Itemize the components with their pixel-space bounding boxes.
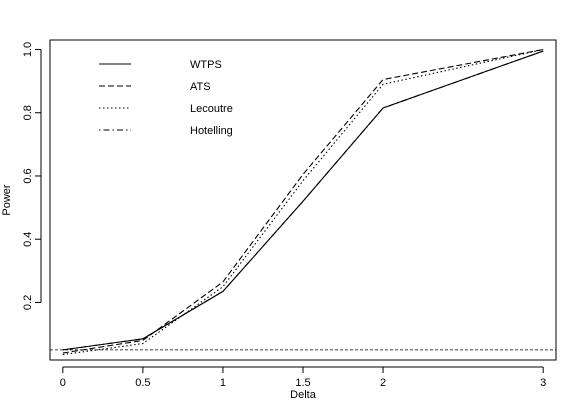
legend-label-lecoutre: Lecoutre xyxy=(190,103,233,115)
series-line-hotelling xyxy=(62,50,544,351)
legend-label-wtps: WTPS xyxy=(190,59,222,71)
series-line-wtps xyxy=(62,50,544,351)
series-line-ats xyxy=(62,48,544,354)
x-tick-label: 1 xyxy=(220,377,226,389)
x-tick-label: 0 xyxy=(60,377,66,389)
y-tick-label: 0.2 xyxy=(22,295,34,310)
y-tick-label: 0.6 xyxy=(22,168,34,183)
y-axis-title: Power xyxy=(1,184,13,216)
legend: WTPS ATS Lecoutre Hotelling xyxy=(99,59,233,137)
x-tick-label: 0.5 xyxy=(135,377,150,389)
x-tick-label: 3 xyxy=(540,377,546,389)
x-tick-label: 1.5 xyxy=(295,377,310,389)
series-line-lecoutre xyxy=(62,48,544,356)
series-group xyxy=(62,48,544,356)
y-tick-label: 0.4 xyxy=(22,232,34,247)
plot-frame xyxy=(49,39,557,361)
x-tick-label: 2 xyxy=(380,377,386,389)
legend-label-ats: ATS xyxy=(190,81,211,93)
y-axis: 0.2 0.4 0.6 0.8 1.0 xyxy=(22,42,42,310)
x-axis: 0 0.5 1 1.5 2 3 xyxy=(60,366,546,389)
y-tick-label: 1.0 xyxy=(22,42,34,57)
x-axis-title: Delta xyxy=(290,389,317,401)
legend-label-hotelling: Hotelling xyxy=(190,125,233,137)
y-tick-label: 0.8 xyxy=(22,105,34,120)
